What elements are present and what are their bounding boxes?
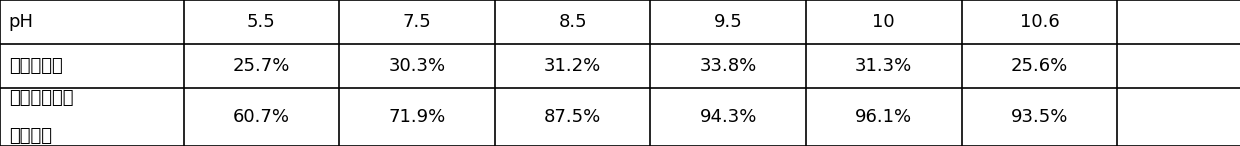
Text: 10: 10	[873, 13, 895, 31]
Text: 9.5: 9.5	[714, 13, 743, 31]
Text: 7.5: 7.5	[403, 13, 432, 31]
Text: 31.2%: 31.2%	[544, 57, 601, 75]
Text: pH: pH	[9, 13, 33, 31]
Text: 60.7%: 60.7%	[233, 108, 290, 126]
Text: 96.1%: 96.1%	[856, 108, 913, 126]
Text: 30.3%: 30.3%	[388, 57, 445, 75]
Text: 31.3%: 31.3%	[856, 57, 913, 75]
Text: 33.8%: 33.8%	[699, 57, 756, 75]
Text: 87.5%: 87.5%	[544, 108, 601, 126]
Text: 悬浮小球藻: 悬浮小球藻	[9, 57, 62, 75]
Text: 复合型微藻生: 复合型微藻生	[9, 89, 73, 107]
Text: 8.5: 8.5	[558, 13, 587, 31]
Text: 物吸附剂: 物吸附剂	[9, 127, 52, 145]
Text: 25.7%: 25.7%	[233, 57, 290, 75]
Text: 5.5: 5.5	[247, 13, 275, 31]
Text: 25.6%: 25.6%	[1011, 57, 1068, 75]
Text: 10.6: 10.6	[1019, 13, 1059, 31]
Text: 71.9%: 71.9%	[388, 108, 445, 126]
Text: 93.5%: 93.5%	[1011, 108, 1068, 126]
Text: 94.3%: 94.3%	[699, 108, 756, 126]
